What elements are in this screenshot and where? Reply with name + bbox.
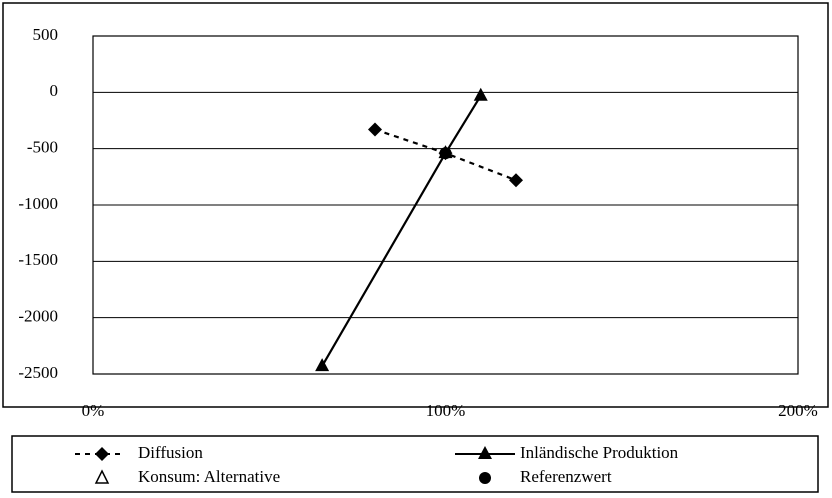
data-point bbox=[368, 122, 382, 137]
y-tick-label: -2500 bbox=[18, 363, 58, 382]
y-tick-label: -1500 bbox=[18, 250, 58, 269]
legend-label: Konsum: Alternative bbox=[138, 467, 280, 486]
legend-label: Diffusion bbox=[138, 443, 203, 462]
chart-frame bbox=[2, 2, 829, 408]
data-point bbox=[509, 173, 523, 188]
data-point bbox=[473, 87, 488, 101]
legend-label: Inländische Produktion bbox=[520, 443, 679, 462]
legend-label: Referenzwert bbox=[520, 467, 612, 486]
legend-marker bbox=[478, 446, 492, 459]
y-tick-label: 0 bbox=[50, 81, 59, 100]
x-tick-label: 0% bbox=[82, 401, 105, 420]
y-tick-label: -500 bbox=[27, 138, 58, 157]
series-line bbox=[321, 95, 482, 367]
y-tick-label: -1000 bbox=[18, 194, 58, 213]
legend-box bbox=[11, 435, 819, 493]
legend-marker bbox=[94, 469, 110, 484]
legend-marker bbox=[479, 472, 491, 484]
data-point bbox=[315, 358, 330, 372]
y-tick-label: -2000 bbox=[18, 307, 58, 326]
x-tick-label: 100% bbox=[426, 401, 466, 420]
legend-marker bbox=[95, 447, 109, 461]
x-tick-label: 200% bbox=[778, 401, 818, 420]
y-tick-label: 500 bbox=[33, 25, 59, 44]
data-point bbox=[439, 147, 452, 160]
